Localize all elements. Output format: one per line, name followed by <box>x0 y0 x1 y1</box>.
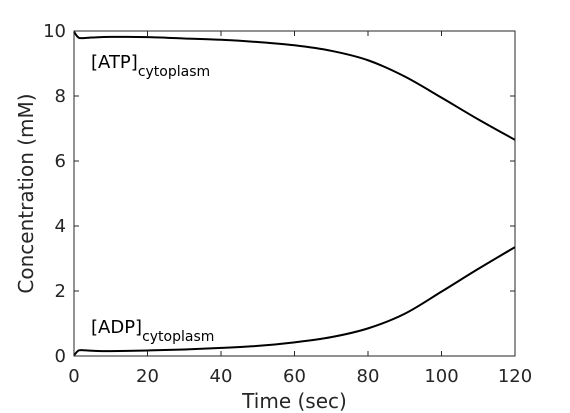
y-tick-label: 0 <box>55 346 66 367</box>
x-tick-label: 80 <box>357 366 380 387</box>
adp-series-line <box>73 246 516 357</box>
tick-layer: 0 20 40 60 80 100 120 0 2 4 6 8 10 <box>43 21 532 387</box>
atp-annotation-main: [ATP] <box>91 52 138 73</box>
y-tick-label: 8 <box>55 86 66 107</box>
adp-annotation-sub: cytoplasm <box>142 329 214 345</box>
x-tick-label: 0 <box>68 366 79 387</box>
y-tick-label: 6 <box>55 151 66 172</box>
x-tick-label: 60 <box>283 366 306 387</box>
atp-annotation-sub: cytoplasm <box>138 64 210 80</box>
x-tick-label: 120 <box>498 366 532 387</box>
x-tick-label: 20 <box>136 366 159 387</box>
x-axis-label: Time (sec) <box>241 389 347 413</box>
x-tick-label: 40 <box>210 366 233 387</box>
y-axis-label: Concentration (mM) <box>14 93 38 293</box>
adp-annotation: [ADP]cytoplasm <box>91 317 214 345</box>
x-tick-label: 100 <box>424 366 458 387</box>
series-layer <box>73 31 516 357</box>
plot-area-background <box>74 31 515 356</box>
y-tick-label: 4 <box>55 216 66 237</box>
y-tick-label: 10 <box>43 21 66 42</box>
y-tick-label: 2 <box>55 281 66 302</box>
plot-area-frame <box>73 30 516 357</box>
adp-annotation-main: [ADP] <box>91 317 142 338</box>
atp-annotation: [ATP]cytoplasm <box>91 52 210 80</box>
atp-series-line <box>73 31 516 141</box>
